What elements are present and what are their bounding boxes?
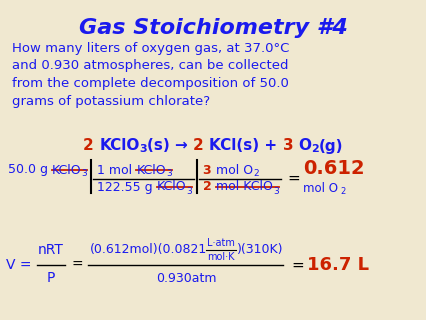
Text: KClO: KClO xyxy=(99,139,139,154)
Text: KCl(s) +: KCl(s) + xyxy=(209,139,282,154)
Text: 2: 2 xyxy=(253,170,259,179)
Text: )(310K): )(310K) xyxy=(236,244,283,257)
Text: KClO: KClO xyxy=(157,180,186,194)
Text: O: O xyxy=(298,139,311,154)
Text: mol·K: mol·K xyxy=(207,252,234,262)
Text: KClO: KClO xyxy=(136,164,166,177)
Text: 2: 2 xyxy=(340,188,345,196)
Text: 3: 3 xyxy=(166,170,172,179)
Text: (s) →: (s) → xyxy=(147,139,193,154)
Text: 122.55 g: 122.55 g xyxy=(97,180,157,194)
Text: 2: 2 xyxy=(203,180,216,194)
Text: 3: 3 xyxy=(186,187,192,196)
Text: 3: 3 xyxy=(273,187,279,196)
Text: =: = xyxy=(291,258,304,273)
Text: Gas Stoichiometry #4: Gas Stoichiometry #4 xyxy=(78,18,347,38)
Text: 50.0 g: 50.0 g xyxy=(8,164,52,177)
Text: mol O: mol O xyxy=(216,164,253,177)
Text: 1 mol: 1 mol xyxy=(97,164,136,177)
Text: How many liters of oxygen gas, at 37.0°C
and 0.930 atmospheres, can be collected: How many liters of oxygen gas, at 37.0°C… xyxy=(12,42,289,108)
Text: V =: V = xyxy=(6,258,32,272)
Text: 2: 2 xyxy=(193,139,209,154)
Text: (0.612mol)(0.0821: (0.612mol)(0.0821 xyxy=(89,244,207,257)
Text: L·atm: L·atm xyxy=(207,238,234,248)
Text: 2: 2 xyxy=(311,144,319,154)
Text: 0.612: 0.612 xyxy=(302,158,364,178)
Text: 2: 2 xyxy=(83,139,99,154)
Text: 3: 3 xyxy=(139,144,147,154)
Text: 3: 3 xyxy=(81,170,87,179)
Text: 16.7 L: 16.7 L xyxy=(307,256,368,274)
Text: mol KClO: mol KClO xyxy=(216,180,273,194)
Text: 0.930atm: 0.930atm xyxy=(156,271,216,284)
Text: mol O: mol O xyxy=(302,182,337,196)
Text: (g): (g) xyxy=(319,139,343,154)
Text: =: = xyxy=(286,171,299,186)
Text: nRT: nRT xyxy=(38,243,64,257)
Text: P: P xyxy=(46,271,55,285)
Text: =: = xyxy=(72,258,83,272)
Text: 3: 3 xyxy=(203,164,216,177)
Text: KClO: KClO xyxy=(52,164,81,177)
Text: 3: 3 xyxy=(282,139,298,154)
